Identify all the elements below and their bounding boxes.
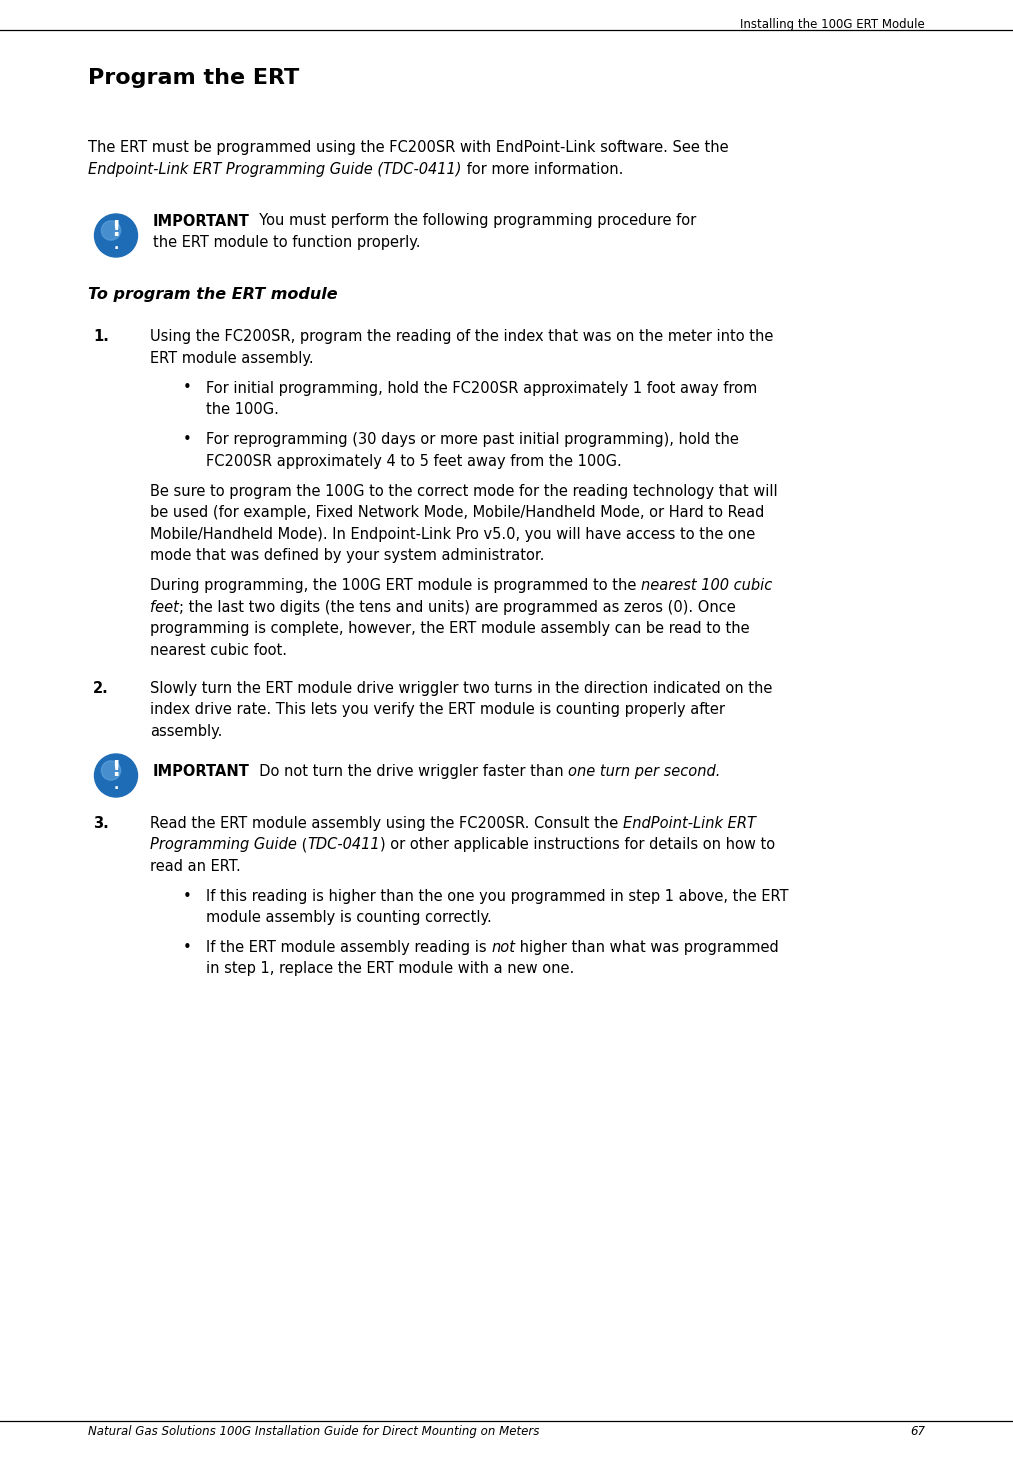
Text: feet: feet: [150, 600, 179, 614]
Text: Endpoint-Link ERT Programming Guide (TDC-0411): Endpoint-Link ERT Programming Guide (TDC…: [88, 161, 462, 177]
Circle shape: [101, 761, 121, 780]
Text: mode that was defined by your system administrator.: mode that was defined by your system adm…: [150, 549, 544, 563]
Text: Mobile/Handheld Mode). In Endpoint-Link Pro v5.0, you will have access to the on: Mobile/Handheld Mode). In Endpoint-Link …: [150, 527, 756, 541]
Text: EndPoint-Link ERT: EndPoint-Link ERT: [623, 815, 756, 831]
Text: 3.: 3.: [93, 815, 108, 831]
Text: 67: 67: [910, 1425, 925, 1438]
Text: !: !: [111, 219, 121, 240]
Text: You must perform the following programming procedure for: You must perform the following programmi…: [250, 214, 696, 228]
Text: If this reading is higher than the one you programmed in step 1 above, the ERT: If this reading is higher than the one y…: [206, 888, 788, 904]
Text: higher than what was programmed: higher than what was programmed: [516, 941, 779, 955]
Circle shape: [101, 221, 121, 240]
Text: ; the last two digits (the tens and units) are programmed as zeros (0). Once: ; the last two digits (the tens and unit…: [179, 600, 735, 614]
Text: be used (for example, Fixed Network Mode, Mobile/Handheld Mode, or Hard to Read: be used (for example, Fixed Network Mode…: [150, 505, 765, 519]
Text: For initial programming, hold the FC200SR approximately 1 foot away from: For initial programming, hold the FC200S…: [206, 380, 758, 395]
Circle shape: [94, 753, 138, 797]
Text: programming is complete, however, the ERT module assembly can be read to the: programming is complete, however, the ER…: [150, 620, 750, 636]
Text: Slowly turn the ERT module drive wriggler two turns in the direction indicated o: Slowly turn the ERT module drive wriggle…: [150, 680, 772, 695]
Text: ERT module assembly.: ERT module assembly.: [150, 351, 314, 366]
Text: not: not: [491, 941, 516, 955]
Text: module assembly is counting correctly.: module assembly is counting correctly.: [206, 910, 491, 925]
Text: For reprogramming (30 days or more past initial programming), hold the: For reprogramming (30 days or more past …: [206, 432, 738, 448]
Text: !: !: [111, 759, 121, 780]
Text: one turn per second.: one turn per second.: [568, 764, 720, 778]
Text: 2.: 2.: [93, 680, 108, 695]
Text: Program the ERT: Program the ERT: [88, 67, 299, 88]
Text: assembly.: assembly.: [150, 724, 223, 739]
Text: If the ERT module assembly reading is: If the ERT module assembly reading is: [206, 941, 491, 955]
Text: •: •: [183, 888, 191, 904]
Text: the ERT module to function properly.: the ERT module to function properly.: [153, 236, 420, 250]
Text: •: •: [183, 941, 191, 955]
Text: Installing the 100G ERT Module: Installing the 100G ERT Module: [741, 18, 925, 31]
Text: nearest 100 cubic: nearest 100 cubic: [641, 578, 772, 593]
Text: Natural Gas Solutions 100G Installation Guide for Direct Mounting on Meters: Natural Gas Solutions 100G Installation …: [88, 1425, 539, 1438]
Text: Programming Guide: Programming Guide: [150, 837, 297, 851]
Text: index drive rate. This lets you verify the ERT module is counting properly after: index drive rate. This lets you verify t…: [150, 702, 725, 717]
Text: TDC-0411: TDC-0411: [307, 837, 380, 851]
Text: Read the ERT module assembly using the FC200SR. Consult the: Read the ERT module assembly using the F…: [150, 815, 623, 831]
Text: in step 1, replace the ERT module with a new one.: in step 1, replace the ERT module with a…: [206, 961, 574, 976]
Text: Do not turn the drive wriggler faster than: Do not turn the drive wriggler faster th…: [250, 764, 568, 778]
Text: Be sure to program the 100G to the correct mode for the reading technology that : Be sure to program the 100G to the corre…: [150, 483, 778, 499]
Circle shape: [94, 214, 138, 257]
Text: ) or other applicable instructions for details on how to: ) or other applicable instructions for d…: [380, 837, 775, 851]
Text: •: •: [183, 380, 191, 395]
Text: .: .: [113, 777, 119, 791]
Text: •: •: [183, 432, 191, 448]
Text: (: (: [297, 837, 307, 851]
Text: During programming, the 100G ERT module is programmed to the: During programming, the 100G ERT module …: [150, 578, 641, 593]
Text: read an ERT.: read an ERT.: [150, 859, 241, 873]
Text: The ERT must be programmed using the FC200SR with EndPoint-Link software. See th: The ERT must be programmed using the FC2…: [88, 140, 728, 155]
Text: To program the ERT module: To program the ERT module: [88, 287, 337, 301]
Text: .: .: [113, 237, 119, 252]
Text: Using the FC200SR, program the reading of the index that was on the meter into t: Using the FC200SR, program the reading o…: [150, 329, 773, 344]
Text: 1.: 1.: [93, 329, 108, 344]
Text: FC200SR approximately 4 to 5 feet away from the 100G.: FC200SR approximately 4 to 5 feet away f…: [206, 454, 622, 468]
Text: for more information.: for more information.: [462, 161, 623, 177]
Text: IMPORTANT: IMPORTANT: [153, 214, 250, 228]
Text: IMPORTANT: IMPORTANT: [153, 764, 250, 778]
Text: the 100G.: the 100G.: [206, 402, 279, 417]
Text: nearest cubic foot.: nearest cubic foot.: [150, 642, 287, 657]
